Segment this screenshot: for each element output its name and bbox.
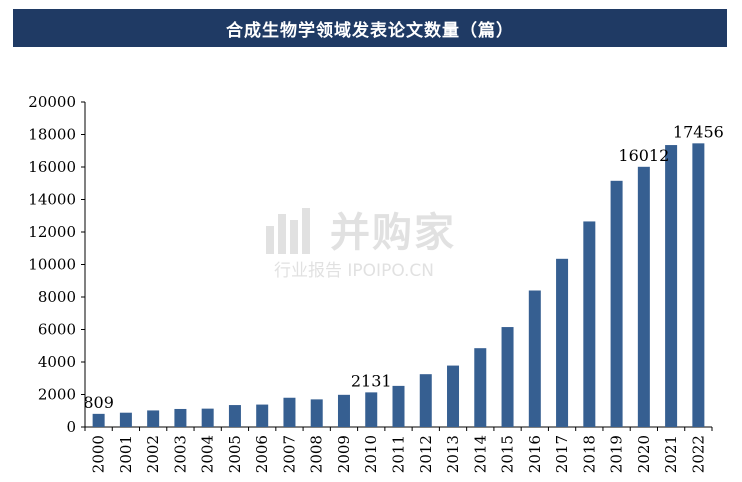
x-tick-label: 2005 — [226, 435, 244, 473]
x-tick-label: 2021 — [662, 435, 680, 473]
bar — [310, 399, 323, 427]
bar — [283, 397, 296, 427]
x-tick-label: 2012 — [417, 435, 435, 473]
bar — [147, 410, 160, 427]
x-tick-label: 2015 — [499, 435, 517, 473]
x-tick-label: 2011 — [390, 435, 408, 473]
data-label: 2131 — [351, 371, 392, 390]
y-tick-label: 14000 — [28, 191, 76, 209]
x-tick-label: 2002 — [144, 435, 162, 473]
x-tick-label: 2017 — [553, 435, 571, 473]
x-tick-label: 2006 — [253, 435, 271, 473]
bar — [92, 413, 105, 427]
x-tick-label: 2003 — [171, 435, 189, 473]
bar — [665, 145, 678, 427]
bar — [119, 412, 132, 427]
x-tick-label: 2007 — [280, 435, 298, 473]
x-tick-label: 2018 — [580, 435, 598, 473]
x-tick-label: 2008 — [308, 435, 326, 473]
x-tick-label: 2013 — [444, 435, 462, 473]
y-tick-label: 2000 — [38, 386, 76, 404]
bar — [501, 327, 514, 427]
bar — [692, 143, 705, 427]
y-tick-label: 8000 — [38, 288, 76, 306]
bar — [419, 374, 432, 427]
bar — [556, 258, 569, 427]
chart-title: 合成生物学领域发表论文数量（篇） — [13, 9, 727, 47]
x-tick-label: 2010 — [362, 435, 380, 473]
y-tick-label: 6000 — [38, 321, 76, 339]
bar — [474, 348, 487, 427]
x-tick-label: 2022 — [689, 435, 707, 473]
bar — [174, 408, 187, 427]
y-tick-label: 0 — [66, 418, 76, 436]
y-tick-label: 10000 — [28, 256, 76, 274]
bar — [337, 394, 350, 427]
y-tick-label: 4000 — [38, 353, 76, 371]
x-tick-label: 2019 — [608, 435, 626, 473]
bar — [256, 404, 269, 427]
x-tick-label: 2000 — [90, 435, 108, 473]
x-tick-label: 2020 — [635, 435, 653, 473]
y-tick-label: 20000 — [28, 93, 76, 111]
bar — [201, 408, 214, 427]
bar — [610, 180, 623, 427]
x-tick-label: 2014 — [471, 435, 489, 473]
y-tick-label: 12000 — [28, 223, 76, 241]
bar — [583, 221, 596, 427]
bar — [637, 166, 650, 427]
x-tick-label: 2004 — [199, 435, 217, 473]
bar — [528, 290, 541, 427]
x-tick-label: 2016 — [526, 435, 544, 473]
bar — [365, 392, 378, 427]
y-tick-label: 16000 — [28, 158, 76, 176]
data-label: 16012 — [618, 146, 669, 165]
bar — [447, 365, 460, 427]
bar — [228, 405, 241, 427]
y-tick-label: 18000 — [28, 126, 76, 144]
data-label: 809 — [83, 393, 114, 412]
x-tick-label: 2009 — [335, 435, 353, 473]
bar — [392, 385, 405, 427]
data-label: 17456 — [673, 122, 724, 141]
x-tick-label: 2001 — [117, 435, 135, 473]
